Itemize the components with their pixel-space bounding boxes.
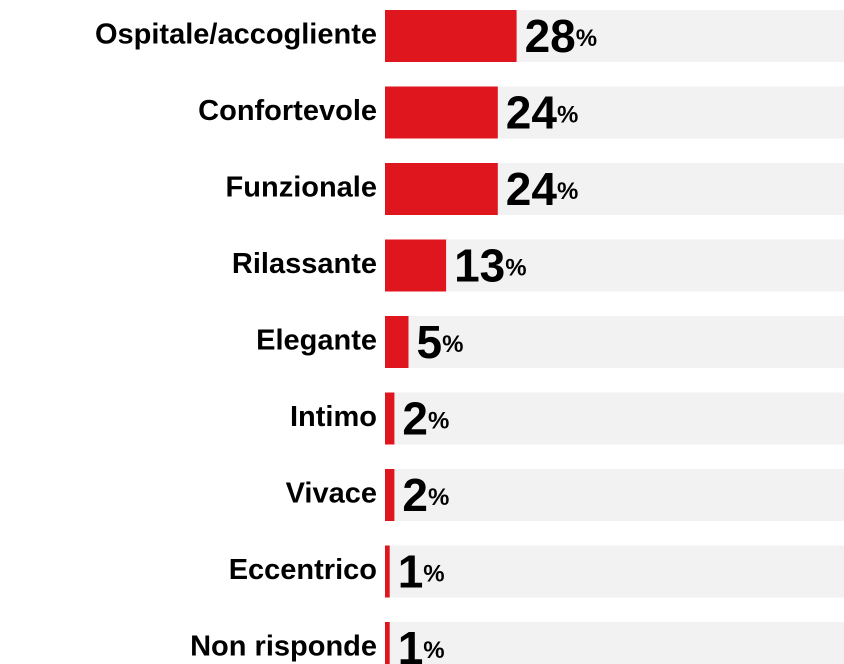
bar-background (385, 469, 844, 521)
value-label: 28% (525, 10, 598, 62)
category-label: Vivace (286, 478, 377, 510)
value-label: 1% (398, 622, 445, 664)
value-label: 5% (417, 316, 464, 368)
value-label: 24% (506, 87, 579, 139)
value-label: 2% (402, 393, 449, 445)
bar (385, 545, 390, 598)
bar (385, 10, 517, 62)
value-label: 24% (506, 163, 579, 215)
bar (385, 163, 498, 215)
bar-background (385, 392, 844, 445)
bar-background (385, 316, 844, 368)
bar-background (385, 239, 844, 292)
bar (385, 392, 395, 445)
category-label: Non risponde (190, 631, 377, 663)
value-label: 2% (402, 469, 449, 521)
value-label: 13% (454, 240, 527, 292)
value-label: 1% (398, 546, 445, 598)
category-label: Elegante (256, 325, 377, 357)
category-label: Eccentrico (229, 554, 377, 586)
category-label: Rilassante (232, 248, 377, 280)
bar (385, 239, 447, 292)
bar (385, 86, 498, 139)
bar (385, 316, 409, 368)
bar (385, 469, 395, 521)
bar (385, 622, 390, 664)
category-label: Ospitale/accogliente (95, 19, 377, 51)
category-label: Confortevole (198, 95, 377, 127)
bar-background (385, 545, 844, 598)
category-label: Intimo (290, 401, 377, 433)
bar-background (385, 622, 844, 664)
category-label: Funzionale (226, 172, 377, 204)
